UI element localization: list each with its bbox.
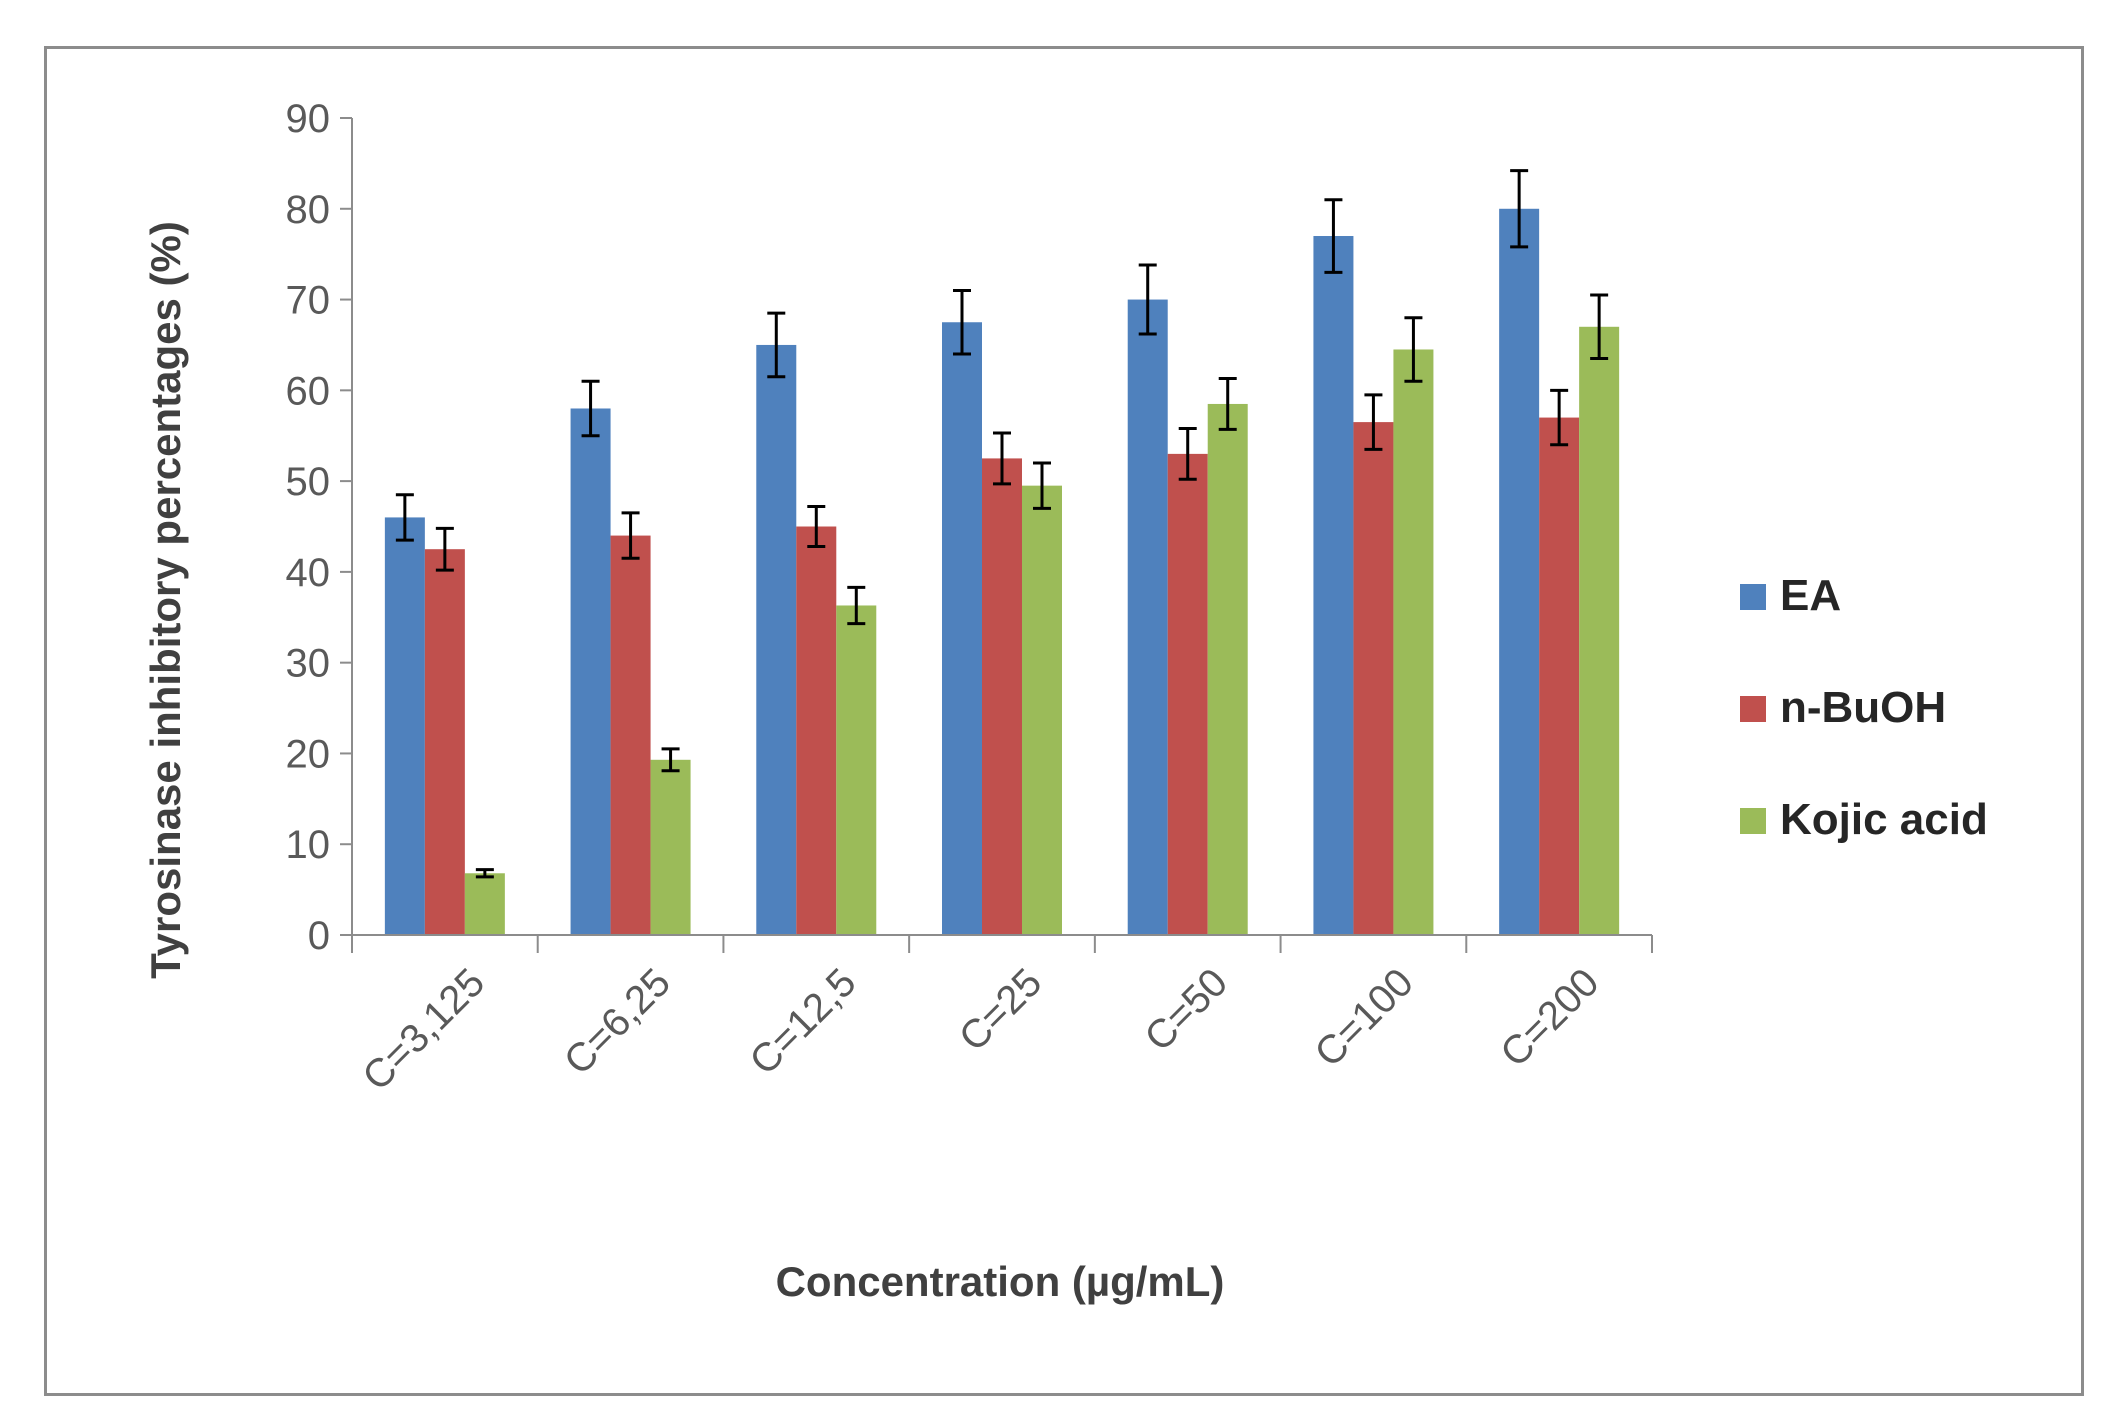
bar-n-buoh [1353, 422, 1394, 935]
x-tick-label: C=50 [1137, 960, 1237, 1060]
x-axis-title: Concentration (µg/mL) [776, 1258, 1225, 1305]
bar-ea [756, 344, 797, 935]
x-tick-label: C=25 [951, 960, 1051, 1060]
bar-ea [1313, 236, 1354, 935]
legend: EA n-BuOH Kojic acid [1740, 571, 1988, 844]
bar-kojic-acid [1579, 326, 1620, 935]
bar-n-buoh [610, 535, 651, 935]
x-tick-label: C=6,25 [556, 960, 679, 1083]
bar-n-buoh [1539, 417, 1580, 936]
bar-ea [384, 517, 425, 935]
bar-n-buoh [424, 549, 465, 935]
x-tick-label: C=12,5 [742, 960, 865, 1083]
y-tick-label: 10 [286, 823, 331, 867]
bar-kojic-acid [464, 873, 505, 935]
bar-n-buoh [982, 458, 1022, 935]
legend-swatch [1740, 808, 1766, 834]
bar-ea [1499, 208, 1540, 935]
bar-kojic-acid [650, 759, 691, 935]
bars-layer [384, 208, 1620, 936]
legend-label: EA [1780, 571, 1841, 620]
y-tick-label: 40 [286, 551, 331, 595]
bar-n-buoh [796, 526, 837, 935]
legend-label: Kojic acid [1780, 795, 1988, 844]
y-tick-label: 20 [286, 732, 331, 776]
bar-n-buoh [1167, 453, 1208, 935]
y-axis-title: Tyrosinase inhibitory percentages (%) [142, 221, 189, 979]
y-tick-label: 70 [286, 279, 331, 323]
legend-label: n-BuOH [1780, 683, 1946, 732]
x-tick-label: C=100 [1307, 960, 1422, 1075]
bar-ea [942, 322, 982, 935]
y-tick-label: 80 [286, 188, 331, 232]
bar-kojic-acid [1393, 349, 1434, 935]
x-tick-label: C=3,125 [354, 960, 493, 1099]
y-tick-label: 30 [286, 642, 331, 686]
bar-kojic-acid [1022, 485, 1062, 935]
bar-kojic-acid [836, 605, 877, 935]
bar-ea [570, 408, 611, 935]
legend-swatch [1740, 584, 1766, 610]
x-tick-label: C=200 [1492, 960, 1607, 1075]
bar-kojic-acid [1207, 403, 1248, 935]
y-tick-label: 50 [286, 460, 331, 504]
bar-ea [1127, 299, 1168, 935]
y-tick-label: 0 [308, 914, 330, 958]
y-tick-label: 90 [286, 97, 331, 141]
y-tick-label: 60 [286, 369, 331, 413]
legend-swatch [1740, 696, 1766, 722]
error-bars-layer [395, 169, 1609, 879]
